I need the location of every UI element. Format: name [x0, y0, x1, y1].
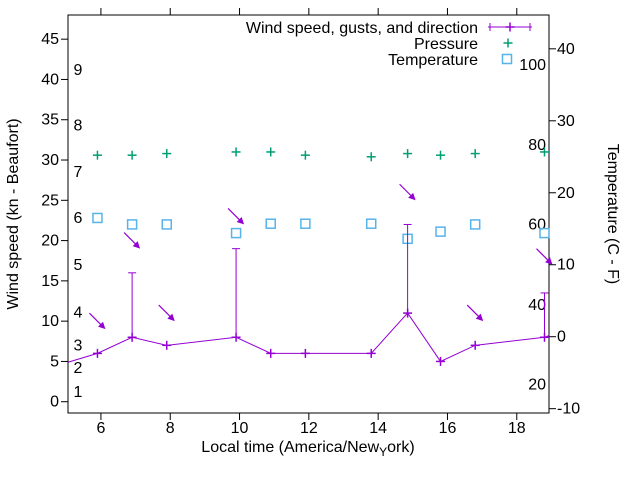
c-tick-label: 40	[557, 41, 575, 58]
beaufort-label: 5	[74, 257, 83, 274]
c-tick-label: 30	[557, 113, 575, 130]
temperature-point	[435, 226, 446, 237]
x-tick-label: 18	[508, 420, 526, 437]
kn-tick-label: 5	[50, 353, 59, 370]
wind-arrow-shaft	[399, 183, 413, 197]
kn-tick-label: 20	[41, 233, 59, 250]
temperature-point	[469, 219, 481, 230]
x-axis-title-subscript: Y	[379, 445, 387, 459]
wind-arrow-shaft	[536, 248, 549, 262]
wind-direction-arrow	[536, 248, 553, 265]
wind-direction-arrow	[123, 232, 141, 249]
wind-direction-arrow	[89, 312, 106, 330]
c-tick-label: -10	[557, 401, 580, 418]
wind-arrow-head	[545, 257, 553, 265]
x-tick-label: 6	[96, 420, 105, 437]
x-tick-label: 12	[300, 420, 318, 437]
kn-tick-label: 40	[41, 71, 59, 88]
beaufort-label: 9	[74, 62, 83, 79]
x-tick-label: 10	[231, 420, 249, 437]
kn-tick-label: 35	[41, 112, 59, 129]
wind-line	[67, 312, 550, 363]
left-axis-title: Wind speed (kn - Beaufort)	[5, 118, 22, 309]
c-tick-label: 20	[557, 185, 575, 202]
wind-direction-arrow	[227, 207, 245, 225]
wind-arrow-head	[132, 241, 141, 249]
legend-samples	[488, 22, 532, 65]
wind-arrow-shaft	[466, 304, 480, 318]
wind-arrow-shaft	[89, 312, 102, 326]
beaufort-label: 6	[74, 210, 83, 227]
wind-direction-arrow	[466, 304, 484, 322]
temperature-point	[300, 218, 311, 229]
legend-pressure-label: Pressure	[414, 36, 478, 53]
c-tick-label: 0	[557, 329, 566, 346]
x-tick-label: 8	[166, 420, 175, 437]
series-layer	[67, 147, 553, 366]
wind-arrow-shaft	[123, 232, 137, 246]
kn-tick-label: 25	[41, 192, 59, 209]
wind-arrow-shaft	[158, 304, 172, 318]
beaufort-label: 4	[74, 304, 83, 321]
legend-temperature-label: Temperature	[388, 52, 478, 69]
wind-arrow-head	[475, 313, 484, 322]
temperature-point	[126, 219, 138, 230]
wind-direction-arrow	[158, 304, 175, 322]
beaufort-label: 8	[74, 117, 83, 134]
x-axis-title-main: Local time (America/New	[201, 439, 379, 456]
f-label: 40	[528, 297, 546, 314]
f-label: 60	[528, 217, 546, 234]
temperature-point	[92, 212, 103, 224]
wind-direction-arrow	[399, 183, 416, 201]
kn-tick-label: 30	[41, 152, 59, 169]
kn-tick-label: 10	[41, 313, 59, 330]
legend-wind-label: Wind speed, gusts, and direction	[246, 20, 478, 37]
legend-temperature-sample	[501, 53, 513, 65]
beaufort-label: 7	[74, 164, 83, 181]
kn-tick-label: 0	[50, 394, 59, 411]
beaufort-label: 3	[74, 337, 83, 354]
wind-arrow-head	[167, 313, 175, 322]
x-tick-label: 16	[439, 420, 457, 437]
f-label: 20	[528, 377, 546, 394]
legend: Wind speed, gusts, and direction Pressur…	[246, 20, 532, 69]
wind-arrow-head	[236, 216, 245, 225]
temperature-point	[265, 218, 276, 229]
temperature-point	[365, 218, 377, 229]
beaufort-label: 1	[74, 384, 83, 401]
x-tick-label: 14	[369, 420, 387, 437]
axis-ticks-layer: 6 8 10 12 14 16 18051015202530354045123456789-…	[41, 8, 580, 437]
c-tick-label: 10	[557, 257, 575, 274]
temperature-point	[161, 219, 173, 230]
x-axis-title-tail: ork)	[387, 439, 415, 456]
wind-arrow-shaft	[227, 207, 241, 221]
right-axis-title: Temperature (C - F)	[604, 144, 621, 284]
x-axis-title: Local time (America/NewYork)	[201, 439, 414, 459]
temperature-point	[230, 227, 242, 239]
kn-tick-label: 45	[41, 31, 59, 48]
wind-arrow-head	[98, 321, 106, 330]
f-label: 80	[528, 137, 546, 154]
wind-arrow-head	[408, 192, 416, 201]
f-label: 100	[519, 57, 546, 74]
kn-tick-label: 15	[41, 273, 59, 290]
temperature-point	[539, 227, 550, 239]
beaufort-label: 2	[74, 360, 83, 377]
